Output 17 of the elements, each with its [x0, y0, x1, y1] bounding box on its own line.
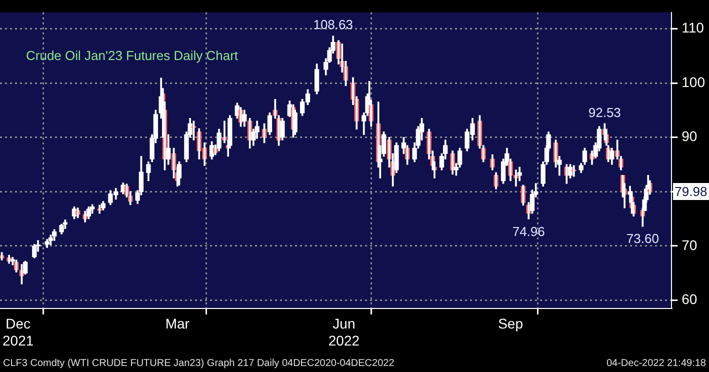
text: Crude Oil Jan'23 Futures Daily Chart	[26, 48, 238, 64]
text: 04-Dec-2022 21:49:18	[606, 358, 706, 369]
annotation: 74.96	[512, 224, 545, 239]
text: CLF3 Comdty (WTI CRUDE FUTURE Jan23) Graph 217 Daily 04DEC2020-04DEC2022	[3, 358, 394, 369]
y-tick-label: 100	[682, 74, 706, 90]
y-tick-label: 70	[682, 236, 698, 253]
y-tick-label: 90	[682, 128, 698, 144]
annotation: 108.63	[313, 17, 353, 32]
x-tick-label: Sep	[498, 316, 524, 332]
annotation: 73.60	[626, 231, 659, 246]
x-tick-label: Jun 2022	[328, 316, 360, 348]
x-tick-label: Dec 2021	[2, 316, 34, 348]
y-tick-label: 110	[682, 20, 704, 36]
x-tick-label: Mar	[165, 316, 190, 332]
y-tick-label: 60	[682, 291, 698, 308]
annotation: 79.98	[672, 182, 709, 200]
annotation: 92.53	[588, 104, 621, 120]
